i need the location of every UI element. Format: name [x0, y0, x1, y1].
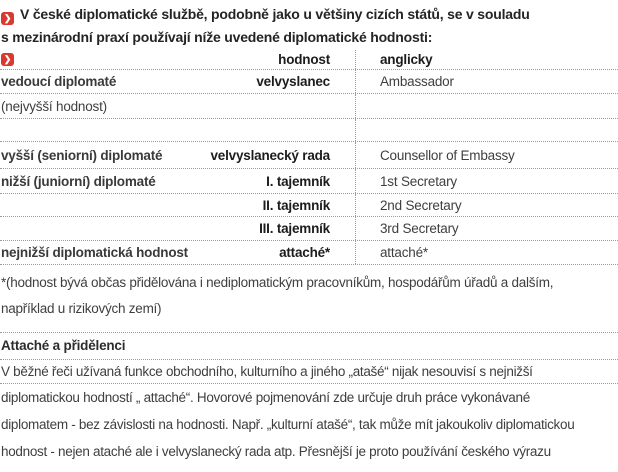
table-row	[0, 119, 618, 142]
table-row: III. tajemník 3rd Secretary	[0, 217, 618, 241]
column-header-english: anglicky	[380, 52, 433, 67]
table-footnote: *(hodnost bývá občas přidělována i nedip…	[0, 265, 618, 322]
row-rank: attaché*	[279, 245, 330, 260]
row-category: nižší (juniorní) diplomaté	[1, 173, 156, 189]
row-rank: I. tajemník	[266, 173, 330, 189]
row-rank: velvyslanecký rada	[210, 147, 331, 163]
table-row: vedoucí diplomaté velvyslanec Ambassador	[0, 70, 618, 94]
red-arrow-icon: ❯	[1, 12, 14, 25]
footnote-line-1: *(hodnost bývá občas přidělována i nedip…	[1, 275, 554, 290]
row-english: 3rd Secretary	[380, 221, 459, 236]
row-english: 1st Secretary	[380, 173, 457, 189]
row-english: Ambassador	[380, 74, 454, 89]
row-english: Counsellor of Embassy	[380, 147, 515, 163]
table-row: (nejvyšší hodnost)	[0, 94, 618, 119]
table-row: nejnižší diplomatická hodnost attaché* a…	[0, 241, 618, 265]
table-row: vyšší (seniorní) diplomaté velvyslanecký…	[0, 142, 618, 169]
paragraph-line: V běžné řeči užívaná funkce obchodního, …	[0, 360, 618, 384]
row-category: (nejvyšší hodnost)	[1, 98, 107, 114]
row-rank: III. tajemník	[259, 221, 330, 236]
table-header-row: ❯ hodnost anglicky	[0, 50, 618, 70]
paragraph-line: „přidělenec“ (kulturní přidělenec atp).	[0, 465, 618, 472]
section-heading-attache: Attaché a přidělenci	[0, 332, 618, 360]
intro-line-1: V české diplomatické službě, podobně jak…	[20, 6, 530, 22]
paragraph-line: diplomatem - bez závislosti na hodnosti.…	[1, 417, 575, 432]
row-english: attaché*	[380, 245, 428, 260]
intro-line-2: s mezinárodní praxí používají níže uvede…	[1, 29, 433, 45]
row-category: vedoucí diplomaté	[1, 74, 117, 89]
row-category: nejnižší diplomatická hodnost	[1, 245, 188, 260]
table-row: II. tajemník 2nd Secretary	[0, 194, 618, 217]
row-category: vyšší (seniorní) diplomaté	[1, 147, 163, 163]
row-rank: velvyslanec	[256, 74, 330, 89]
column-header-rank: hodnost	[278, 52, 330, 67]
ranks-table: ❯ hodnost anglicky vedoucí diplomaté vel…	[0, 50, 618, 265]
paragraph-line: hodnost - nejen ataché ale i velvyslanec…	[1, 444, 551, 459]
row-english: 2nd Secretary	[380, 197, 462, 213]
intro-paragraph: ❯ V české diplomatické službě, podobně ja…	[0, 0, 618, 50]
row-rank: II. tajemník	[262, 197, 331, 213]
table-row: nižší (juniorní) diplomaté I. tajemník 1…	[0, 169, 618, 194]
attache-paragraph: V běžné řeči užívaná funkce obchodního, …	[0, 360, 618, 472]
footnote-line-2: například u rizikových zemí)	[1, 301, 162, 316]
red-arrow-icon: ❯	[1, 53, 14, 66]
paragraph-line: diplomatickou hodností „ attaché“. Hovor…	[1, 390, 530, 405]
